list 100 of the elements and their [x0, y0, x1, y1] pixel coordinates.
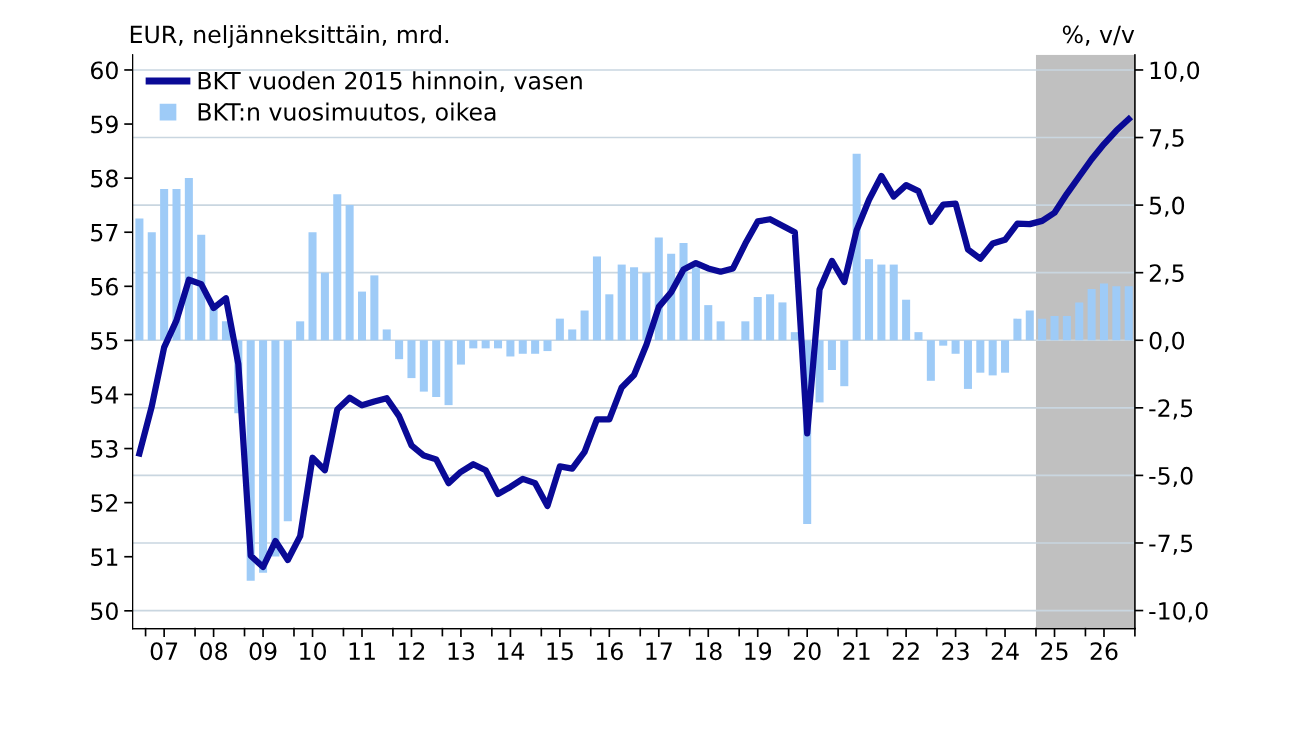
- y2-tick-label: 10,0: [1150, 61, 1200, 82]
- bar: [543, 340, 552, 352]
- y2-tick-label: -7,5: [1149, 534, 1193, 555]
- bar: [902, 299, 911, 341]
- bar: [370, 275, 379, 341]
- bar: [481, 340, 490, 349]
- x-tick-label: 21: [843, 642, 870, 660]
- x-tick-label: 07: [150, 642, 178, 661]
- bar: [691, 267, 700, 341]
- y-tick-label: 54: [91, 386, 119, 404]
- bar: [630, 267, 639, 341]
- x-tick-label: 08: [200, 642, 228, 661]
- bar: [1013, 318, 1022, 341]
- bar: [469, 340, 478, 349]
- y-tick-label: 50: [91, 602, 118, 621]
- bar: [320, 272, 329, 341]
- bar: [259, 340, 268, 573]
- bar: [147, 232, 156, 341]
- y-tick-label: 60: [91, 61, 118, 80]
- x-tick-label: 10: [300, 642, 326, 661]
- y2-tick-label: -5,0: [1149, 466, 1193, 488]
- bar: [1075, 302, 1084, 341]
- bar: [568, 329, 577, 341]
- x-tick-label: 15: [547, 642, 573, 661]
- bar: [753, 297, 762, 341]
- bar: [741, 321, 750, 341]
- y2-tick-label: 2,5: [1149, 264, 1184, 285]
- bar: [407, 340, 416, 379]
- bar: [605, 294, 614, 341]
- bar: [345, 205, 354, 341]
- x-tick-label: 25: [1041, 642, 1068, 661]
- x-tick-label: 09: [249, 642, 277, 661]
- y-axis-title: EUR, neljänneksittäin, mrd.: [130, 25, 449, 48]
- x-tick-label: 24: [991, 642, 1019, 660]
- x-tick-label: 17: [646, 642, 672, 660]
- bar: [1062, 315, 1071, 341]
- y-tick-label: 56: [91, 277, 118, 296]
- bar: [395, 340, 404, 360]
- bar: [1001, 340, 1010, 373]
- bar: [333, 194, 342, 341]
- x-tick-label: 18: [695, 642, 722, 661]
- bar: [580, 310, 589, 341]
- bar: [308, 232, 317, 341]
- bar: [889, 264, 898, 341]
- bar: [877, 264, 886, 341]
- bar: [592, 256, 601, 341]
- bar: [617, 264, 626, 341]
- bar: [778, 302, 787, 341]
- bar: [135, 218, 144, 341]
- legend-label: BKT:n vuosimuutos, oikea: [198, 102, 496, 124]
- bar: [456, 340, 465, 365]
- bar: [357, 291, 367, 341]
- y2-tick-label: -2,5: [1149, 399, 1193, 420]
- legend-label: BKT vuoden 2015 hinnoin, vasen: [198, 71, 582, 93]
- bar: [704, 305, 713, 341]
- x-tick-label: 12: [399, 642, 425, 660]
- x-tick-label: 13: [448, 642, 475, 661]
- x-tick-label: 26: [1090, 642, 1118, 661]
- bar: [865, 259, 874, 341]
- x-tick-label: 20: [793, 642, 821, 661]
- bar: [531, 340, 540, 354]
- bar: [1025, 310, 1034, 341]
- bar: [1112, 286, 1121, 341]
- y2-tick-label: 5,0: [1149, 196, 1185, 217]
- x-tick-label: 14: [497, 642, 525, 660]
- y2-tick-label: 0,0: [1149, 331, 1185, 352]
- bar: [197, 234, 206, 341]
- x-tick-label: 16: [596, 642, 623, 661]
- bar: [184, 178, 193, 341]
- y-tick-label: 58: [91, 169, 118, 188]
- y-tick-label: 52: [91, 494, 118, 512]
- bar: [283, 340, 292, 522]
- bar: [444, 340, 453, 406]
- bar: [1038, 318, 1047, 341]
- y-tick-label: 53: [91, 440, 118, 458]
- bar: [914, 332, 923, 341]
- bar: [1087, 288, 1096, 341]
- bar: [716, 321, 725, 341]
- y2-tick-label: 7,5: [1150, 129, 1184, 150]
- y2-tick-label: -10,0: [1149, 602, 1208, 623]
- bar: [1050, 315, 1059, 341]
- bar: [939, 340, 948, 346]
- x-tick-label: 23: [942, 642, 969, 661]
- bar: [988, 340, 997, 376]
- bar: [209, 307, 218, 341]
- y2-axis-title: %, v/v: [1062, 25, 1135, 46]
- bar: [840, 340, 849, 387]
- y-tick-label: 51: [91, 548, 118, 567]
- y-tick-label: 57: [91, 223, 118, 242]
- bar: [506, 340, 515, 357]
- bar: [419, 340, 428, 392]
- bar: [1099, 283, 1108, 341]
- bar: [432, 340, 441, 398]
- x-tick-label: 19: [745, 642, 772, 661]
- bar: [518, 340, 527, 354]
- bar: [555, 318, 564, 341]
- y-tick-label: 59: [91, 115, 118, 134]
- bar: [160, 188, 169, 341]
- bar: [296, 321, 305, 341]
- x-tick-label: 11: [349, 642, 375, 660]
